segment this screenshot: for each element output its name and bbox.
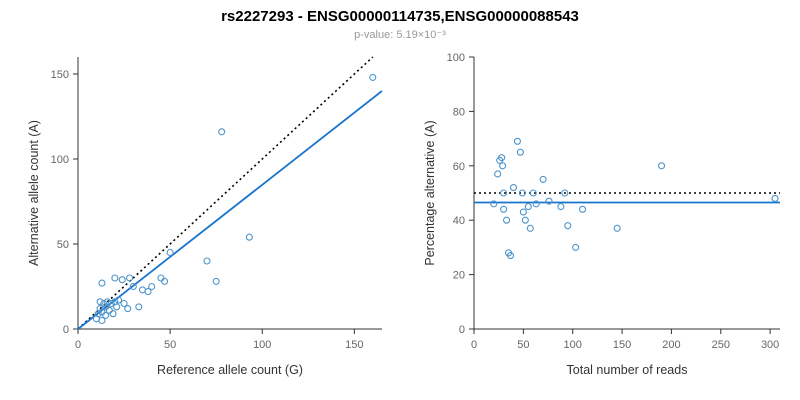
data-point (500, 189, 508, 197)
data-point (613, 224, 621, 232)
data-point (771, 194, 779, 202)
data-point (118, 276, 126, 284)
y-tick-label: 50 (57, 239, 69, 251)
data-point (144, 288, 152, 296)
data-point (113, 303, 121, 311)
data-point (161, 277, 169, 285)
data-point (564, 222, 572, 230)
x-tick-label: 150 (345, 339, 363, 351)
x-axis-label: Total number of reads (567, 363, 688, 377)
data-point (498, 154, 506, 162)
data-point (513, 137, 521, 145)
x-tick-label: 100 (564, 339, 582, 351)
y-tick-label: 100 (447, 52, 465, 64)
data-point (98, 316, 106, 325)
data-point (105, 306, 113, 314)
data-point (157, 274, 165, 282)
plots-container: 0 50 100 150 0 50 100 150 Reference allele count… (0, 43, 800, 393)
data-point (516, 148, 524, 156)
x-tick-label: 300 (761, 339, 779, 351)
data-point (166, 248, 174, 257)
data-point (494, 170, 502, 178)
data-point (519, 208, 527, 216)
y-tick-label: 150 (51, 69, 69, 81)
y-tick-label: 20 (453, 270, 465, 282)
data-point (102, 311, 110, 319)
data-point (111, 274, 119, 282)
data-point (499, 162, 507, 170)
scatter-plot-percentage-alternative: 0 50 100 150 200 250 300 0 20 40 60 80 100 Total numb… (423, 52, 780, 377)
x-tick-label: 100 (253, 339, 271, 351)
y-tick-label: 80 (453, 106, 465, 118)
data-point (148, 282, 156, 291)
data-point (126, 274, 134, 282)
data-point (100, 299, 108, 308)
data-point (129, 282, 137, 291)
x-tick-label: 200 (662, 339, 680, 351)
data-point (545, 197, 553, 205)
y-tick-label: 40 (453, 215, 465, 227)
data-point (120, 299, 128, 308)
data-point (124, 305, 132, 313)
data-point (524, 203, 532, 211)
data-point (103, 298, 112, 306)
y-tick-label: 0 (459, 324, 465, 336)
data-point (369, 73, 377, 81)
data-point (203, 257, 211, 265)
data-point (500, 205, 508, 213)
x-tick-label: 0 (75, 339, 81, 351)
data-point (532, 200, 540, 208)
x-tick-label: 250 (712, 339, 730, 351)
pvalue-subtitle: p-value: 5.19×10⁻³ (354, 29, 446, 41)
data-point (529, 189, 537, 197)
x-axis-label: Reference allele count (G) (157, 363, 303, 377)
data-point (212, 277, 220, 285)
data-point (109, 310, 117, 318)
x-tick-label: 0 (471, 339, 477, 351)
y-axis-label: Alternative allele count (A) (27, 120, 41, 266)
data-point (518, 189, 526, 197)
data-point (521, 216, 529, 224)
page-title: rs2227293 - ENSG00000114735,ENSG00000088… (221, 8, 579, 25)
y-tick-label: 0 (63, 324, 69, 336)
scatter-plot-allele-counts: 0 50 100 150 0 50 100 150 Reference allele count… (27, 56, 383, 377)
x-tick-label: 150 (613, 339, 631, 351)
y-tick-label: 100 (51, 154, 69, 166)
data-point (572, 243, 580, 251)
x-tick-label: 50 (517, 339, 529, 351)
data-point (526, 224, 534, 232)
data-point (114, 296, 123, 304)
data-point (98, 279, 106, 287)
data-point (245, 233, 253, 241)
x-tick-label: 50 (164, 339, 176, 351)
y-axis-label: Percentage alternative (A) (423, 120, 437, 265)
data-point (506, 252, 515, 260)
data-point (539, 175, 547, 183)
identity-line (77, 56, 374, 330)
data-point (107, 299, 115, 308)
data-point (509, 184, 518, 192)
regression-line (77, 90, 383, 330)
data-point (657, 162, 666, 170)
data-point (503, 216, 511, 224)
data-point (557, 203, 565, 211)
data-point (579, 205, 587, 213)
data-point (561, 189, 569, 197)
y-tick-label: 60 (453, 161, 465, 173)
data-point (490, 200, 498, 208)
data-point (96, 298, 104, 306)
data-point (218, 128, 226, 136)
data-point (135, 303, 143, 311)
